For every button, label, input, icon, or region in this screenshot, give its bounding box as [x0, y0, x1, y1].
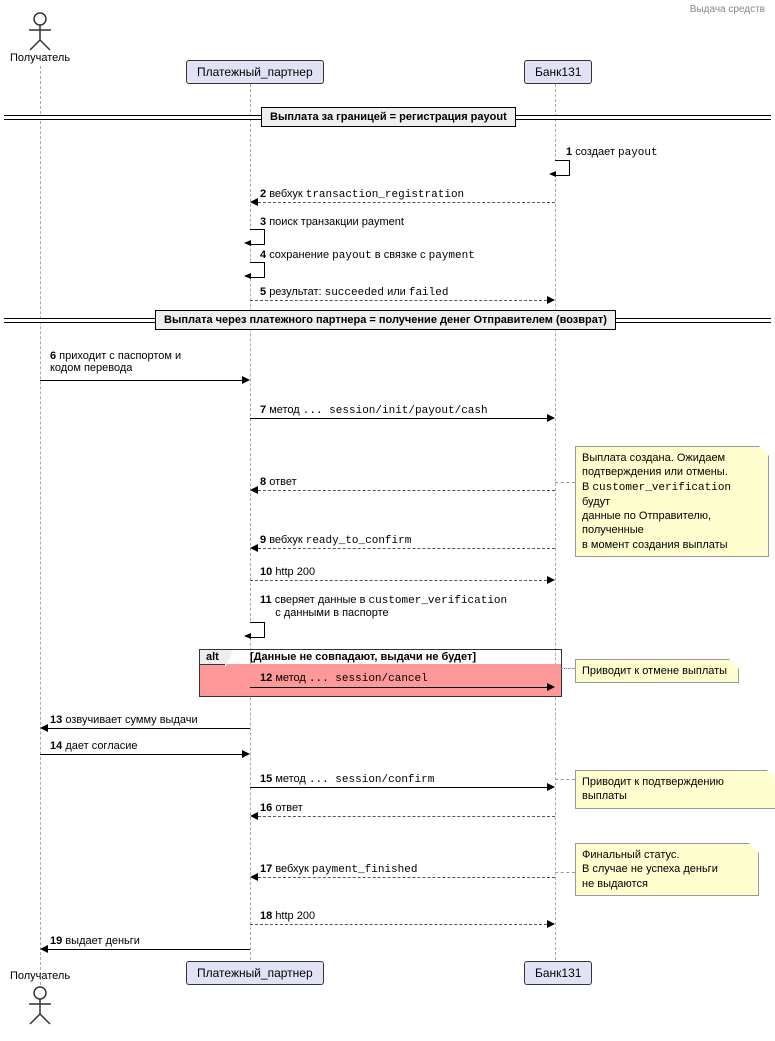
actor-label-recipient-top: Получатель	[4, 52, 76, 64]
msg-14-arrow	[40, 754, 242, 755]
note-4: Финальный статус. В случае не успеха ден…	[575, 843, 759, 896]
msg-17-label: 17 вебхук payment_finished	[260, 863, 417, 876]
msg-18-label: 18 http 200	[260, 910, 315, 922]
msg-8-label: 8 ответ	[260, 476, 297, 488]
msg-16-label: 16 ответ	[260, 802, 303, 814]
msg-5-label: 5 результат: succeeded или failed	[260, 286, 448, 299]
msg-11-label: 11 сверяет данные в customer_verificatio…	[260, 594, 560, 619]
msg-3-arrow	[250, 229, 265, 245]
participant-bank-top: Банк131	[524, 60, 592, 84]
msg-12-arrow	[250, 687, 547, 688]
msg-4-arrow	[250, 262, 265, 278]
msg-1-arrow	[555, 160, 570, 176]
msg-8-arrow	[258, 490, 555, 491]
msg-6-label: 6 приходит с паспортом икодом перевода	[50, 350, 220, 374]
msg-6-arrow	[40, 380, 242, 381]
msg-17-arrow	[258, 877, 555, 878]
alt-condition: [Данные не совпадают, выдачи не будет]	[250, 651, 476, 663]
msg-12-label: 12 метод ... session/cancel	[260, 672, 428, 685]
lifeline-partner	[250, 84, 251, 960]
actor-icon	[26, 12, 54, 52]
msg-18-arrow	[250, 924, 547, 925]
msg-9-label: 9 вебхук ready_to_confirm	[260, 534, 411, 547]
msg-5-arrow	[250, 300, 547, 301]
alt-label: alt	[199, 649, 226, 665]
msg-16-arrow	[258, 816, 555, 817]
note-2: Приводит к отмене выплаты	[575, 659, 739, 683]
msg-4-label: 4 сохранение payout в связке с payment	[260, 249, 475, 262]
msg-11-arrow	[250, 622, 265, 638]
actor-label-recipient-bot: Получатель	[4, 970, 76, 982]
diagram-title: Выдача средств	[690, 4, 765, 15]
msg-2-label: 2 вебхук transaction_registration	[260, 188, 464, 201]
note-3: Приводит к подтверждению выплаты	[575, 770, 775, 809]
participant-partner-top: Платежный_партнер	[186, 60, 324, 84]
msg-13-label: 13 озвучивает сумму выдачи	[50, 714, 198, 726]
participant-bank-bot: Банк131	[524, 961, 592, 985]
msg-14-label: 14 дает согласие	[50, 740, 138, 752]
sequence-diagram: Выдача средств Получатель Платежный_парт…	[0, 0, 775, 1041]
msg-15-arrow	[250, 787, 547, 788]
msg-7-label: 7 метод ... session/init/payout/cash	[260, 404, 488, 417]
msg-3-label: 3 поиск транзакции payment	[260, 216, 404, 228]
divider-2-label: Выплата через платежного партнера = полу…	[155, 310, 616, 330]
msg-9-arrow	[258, 548, 555, 549]
msg-7-arrow	[250, 418, 547, 419]
msg-10-label: 10 http 200	[260, 566, 315, 578]
msg-10-arrow	[250, 580, 547, 581]
note-1: Выплата создана. Ожидаем подтверждения и…	[575, 446, 769, 557]
divider-1-label: Выплата за границей = регистрация payout	[261, 107, 516, 127]
msg-19-label: 19 выдает деньги	[50, 935, 140, 947]
participant-partner-bot: Платежный_партнер	[186, 961, 324, 985]
actor-icon-bottom	[26, 986, 54, 1026]
msg-1-label: 1 создает payout	[566, 146, 658, 159]
msg-13-arrow	[48, 728, 250, 729]
lifeline-recipient	[40, 66, 41, 985]
lifeline-bank	[555, 84, 556, 960]
msg-2-arrow	[258, 202, 555, 203]
msg-15-label: 15 метод ... session/confirm	[260, 773, 434, 786]
msg-19-arrow	[48, 949, 250, 950]
